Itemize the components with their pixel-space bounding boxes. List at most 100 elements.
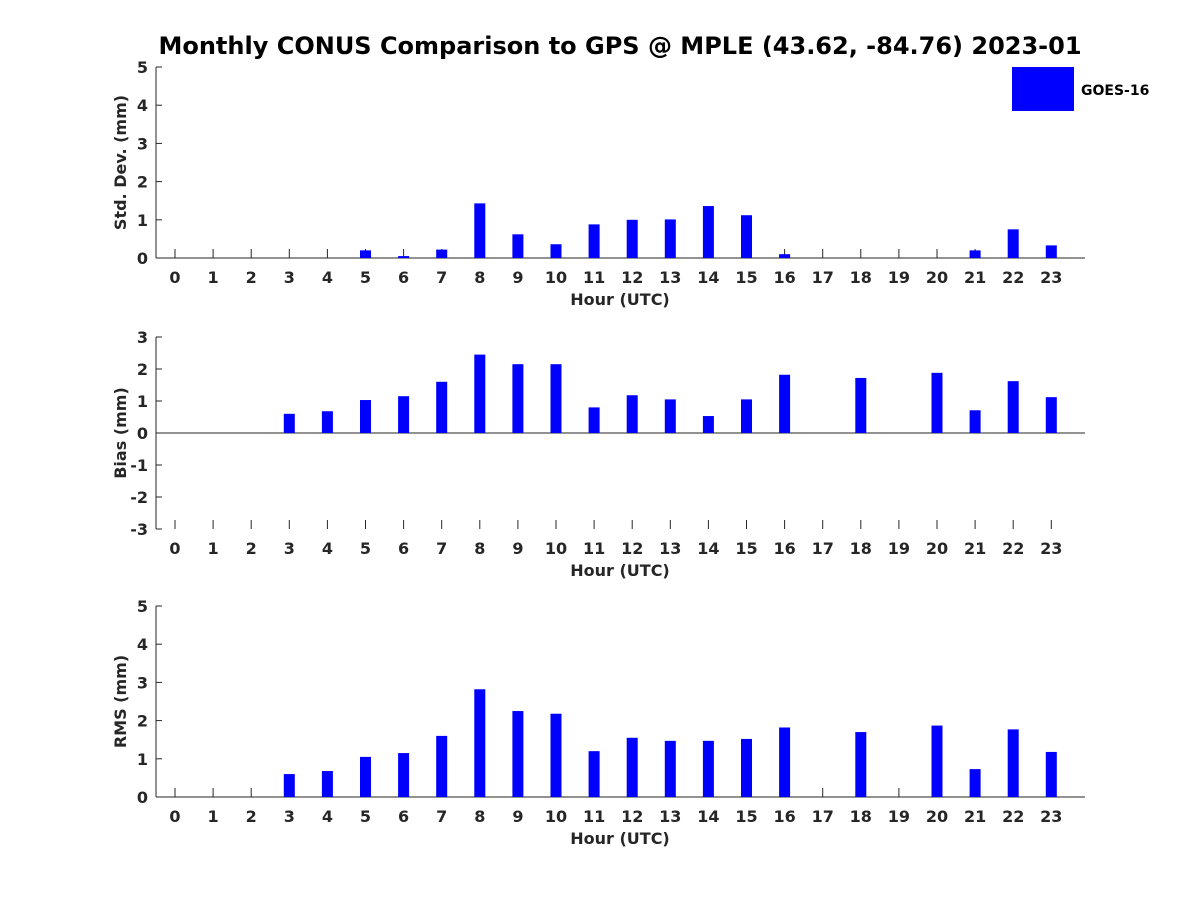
- x-tick-label: 11: [583, 807, 605, 826]
- x-tick-label: 8: [474, 539, 485, 558]
- bar-hour-15: [741, 738, 752, 797]
- y-axis-label: Std. Dev. (mm): [111, 95, 130, 230]
- bar-hour-22: [1007, 229, 1019, 258]
- bar-hour-11: [588, 407, 600, 433]
- x-tick-label: 12: [621, 268, 643, 287]
- x-tick-label: 2: [246, 539, 257, 558]
- x-tick-label: 12: [621, 807, 643, 826]
- x-tick-label: 2: [246, 807, 257, 826]
- x-tick-label: 4: [322, 539, 333, 558]
- x-tick-label: 23: [1040, 807, 1062, 826]
- bar-hour-8: [474, 354, 486, 433]
- bar-hour-5: [360, 756, 371, 797]
- x-tick-label: 14: [697, 807, 719, 826]
- x-tick-label: 16: [773, 539, 795, 558]
- x-tick-label: 5: [360, 539, 371, 558]
- bar-hour-5: [360, 400, 371, 433]
- x-tick-label: 2: [246, 268, 257, 287]
- x-tick-label: 3: [284, 539, 295, 558]
- x-tick-label: 13: [659, 539, 681, 558]
- x-tick-label: 4: [322, 807, 333, 826]
- bar-hour-6: [398, 396, 410, 433]
- x-tick-label: 15: [735, 268, 757, 287]
- bar-hour-23: [1045, 397, 1057, 433]
- x-tick-label: 9: [512, 807, 523, 826]
- x-tick-label: 16: [773, 807, 795, 826]
- x-tick-label: 23: [1040, 268, 1062, 287]
- x-tick-label: 15: [735, 539, 757, 558]
- x-tick-label: 20: [926, 539, 948, 558]
- x-tick-label: 17: [812, 807, 834, 826]
- x-tick-label: 22: [1002, 807, 1024, 826]
- x-tick-label: 18: [850, 268, 872, 287]
- bar-hour-14: [702, 416, 714, 433]
- y-tick-label: -2: [130, 488, 148, 507]
- bar-hour-4: [321, 411, 333, 433]
- y-tick-label: 5: [137, 597, 148, 616]
- x-tick-label: 4: [322, 268, 333, 287]
- bar-hour-16: [779, 727, 791, 797]
- x-tick-label: 6: [398, 539, 409, 558]
- x-tick-label: 10: [545, 807, 567, 826]
- bar-hour-6: [398, 753, 410, 797]
- y-tick-label: 2: [137, 712, 148, 731]
- x-tick-label: 9: [512, 539, 523, 558]
- bar-hour-8: [474, 689, 486, 797]
- bar-hour-10: [550, 713, 562, 797]
- x-tick-label: 15: [735, 807, 757, 826]
- bar-hour-15: [741, 399, 752, 433]
- x-tick-label: 21: [964, 807, 986, 826]
- y-tick-label: 4: [137, 96, 148, 115]
- x-tick-label: 1: [208, 268, 219, 287]
- bar-hour-14: [702, 740, 714, 797]
- bar-hour-4: [321, 771, 333, 797]
- x-tick-label: 1: [208, 807, 219, 826]
- x-tick-label: 0: [169, 807, 180, 826]
- x-tick-label: 18: [850, 807, 872, 826]
- x-axis-label: Hour (UTC): [570, 829, 670, 848]
- y-tick-label: 3: [137, 328, 148, 347]
- x-tick-label: 3: [284, 268, 295, 287]
- x-tick-label: 5: [360, 807, 371, 826]
- bar-hour-9: [512, 234, 524, 258]
- bar-hour-7: [436, 249, 448, 258]
- bar-hour-13: [664, 219, 676, 258]
- bar-hour-21: [969, 769, 981, 797]
- legend-label: GOES-16: [1081, 83, 1149, 99]
- x-tick-label: 17: [812, 539, 834, 558]
- x-tick-label: 23: [1040, 539, 1062, 558]
- y-tick-label: -3: [130, 520, 148, 539]
- bar-hour-13: [664, 740, 676, 797]
- bar-hour-9: [512, 711, 524, 797]
- bar-hour-23: [1045, 751, 1057, 797]
- x-tick-label: 21: [964, 539, 986, 558]
- bar-hour-5: [360, 250, 371, 258]
- bar-hour-12: [626, 737, 638, 797]
- x-axis-label: Hour (UTC): [570, 561, 670, 580]
- bar-hour-15: [741, 215, 752, 258]
- y-tick-label: 1: [137, 750, 148, 769]
- y-tick-label: 1: [137, 211, 148, 230]
- x-tick-label: 8: [474, 807, 485, 826]
- bar-hour-20: [931, 725, 943, 797]
- y-tick-label: 2: [137, 360, 148, 379]
- x-tick-label: 22: [1002, 539, 1024, 558]
- bar-hour-23: [1045, 245, 1057, 258]
- x-tick-label: 11: [583, 539, 605, 558]
- x-tick-label: 0: [169, 539, 180, 558]
- x-tick-label: 5: [360, 268, 371, 287]
- chart-title: Monthly CONUS Comparison to GPS @ MPLE (…: [158, 32, 1081, 60]
- bar-hour-7: [436, 381, 448, 433]
- x-tick-label: 7: [436, 268, 447, 287]
- y-tick-label: 0: [137, 249, 148, 268]
- x-tick-label: 13: [659, 268, 681, 287]
- x-tick-label: 17: [812, 268, 834, 287]
- y-tick-label: 4: [137, 635, 148, 654]
- bar-hour-22: [1007, 729, 1019, 797]
- x-tick-label: 1: [208, 539, 219, 558]
- y-tick-label: 5: [137, 58, 148, 77]
- x-tick-label: 14: [697, 268, 719, 287]
